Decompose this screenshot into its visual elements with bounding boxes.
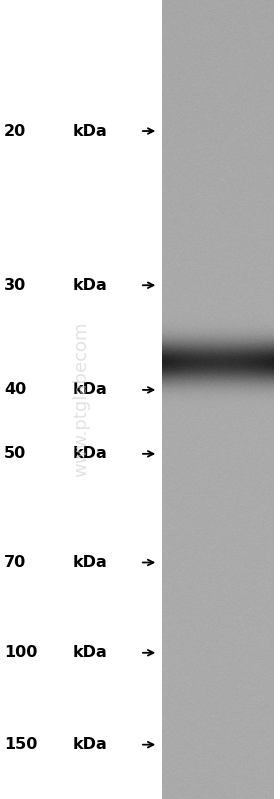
Text: kDa: kDa (73, 737, 108, 752)
Text: 150: 150 (4, 737, 38, 752)
Text: kDa: kDa (73, 447, 108, 461)
Text: 100: 100 (4, 646, 38, 660)
Text: kDa: kDa (73, 278, 108, 292)
Text: 70: 70 (4, 555, 26, 570)
Text: 30: 30 (4, 278, 26, 292)
Text: www.ptglabecom: www.ptglabecom (72, 322, 90, 477)
Text: kDa: kDa (73, 646, 108, 660)
Text: 20: 20 (4, 124, 26, 138)
Text: kDa: kDa (73, 124, 108, 138)
Text: kDa: kDa (73, 383, 108, 397)
Text: 50: 50 (4, 447, 26, 461)
Text: 40: 40 (4, 383, 26, 397)
Text: kDa: kDa (73, 555, 108, 570)
